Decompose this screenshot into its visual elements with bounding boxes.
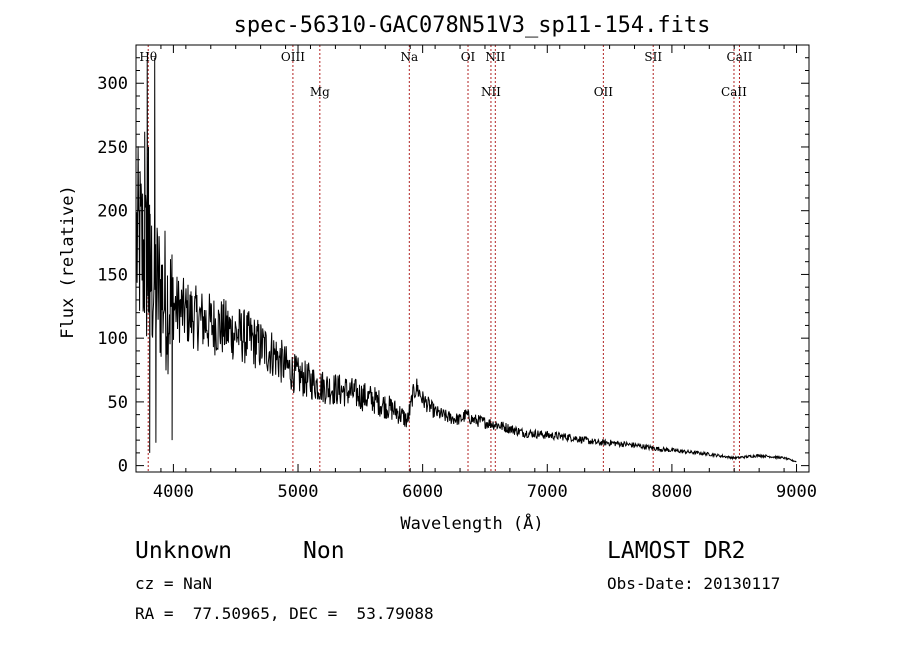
axis-ticks: 4000 5000 6000 7000 8000 9000 0 50 100 150 200 250 3… — [97, 45, 817, 502]
emission-line-label: Hθ — [139, 50, 157, 64]
y-tick-label: 150 — [97, 265, 128, 285]
emission-line-label: Mg — [310, 85, 330, 99]
y-axis-label: Flux (relative) — [58, 185, 78, 339]
x-tick-label: 7000 — [527, 482, 568, 502]
object-subclass: Non — [303, 538, 345, 564]
emission-line-label: NII — [481, 85, 501, 99]
emission-line-label: Na — [400, 50, 418, 64]
chart-title: spec-56310-GAC078N51V3_sp11-154.fits — [234, 13, 711, 38]
emission-line-label: SII — [644, 50, 662, 64]
emission-line-label: OI — [461, 50, 476, 64]
x-tick-label: 4000 — [153, 482, 194, 502]
emission-line-label: CaII — [727, 50, 753, 64]
observation-date: Obs-Date: 20130117 — [607, 574, 781, 593]
x-tick-label: 9000 — [776, 482, 817, 502]
object-class: Unknown — [135, 538, 232, 564]
emission-line-label: CaII — [721, 85, 747, 99]
ra-dec-coordinates: RA = 77.50965, DEC = 53.79088 — [135, 604, 434, 623]
emission-line-markers: Hθ OIII Mg Na OI NII NII OII SII CaII CaII — [139, 45, 753, 472]
x-tick-label: 6000 — [402, 482, 443, 502]
emission-line-label: OII — [594, 85, 614, 99]
redshift-cz: cz = NaN — [135, 574, 213, 593]
y-tick-label: 100 — [97, 329, 128, 349]
y-tick-label: 50 — [108, 393, 128, 413]
spectrum-trace — [136, 57, 797, 463]
plot-frame — [135, 44, 810, 473]
y-tick-label: 0 — [118, 457, 128, 477]
y-tick-label: 200 — [97, 202, 128, 222]
survey-name: LAMOST DR2 — [607, 538, 746, 564]
y-tick-label: 300 — [97, 74, 128, 94]
emission-line-label: OIII — [281, 50, 305, 64]
x-tick-label: 5000 — [278, 482, 319, 502]
emission-line-label: NII — [485, 50, 505, 64]
y-tick-label: 250 — [97, 138, 128, 158]
x-axis-label: Wavelength (Å) — [400, 512, 543, 534]
spectrum-line — [136, 57, 797, 463]
x-tick-label: 8000 — [651, 482, 692, 502]
